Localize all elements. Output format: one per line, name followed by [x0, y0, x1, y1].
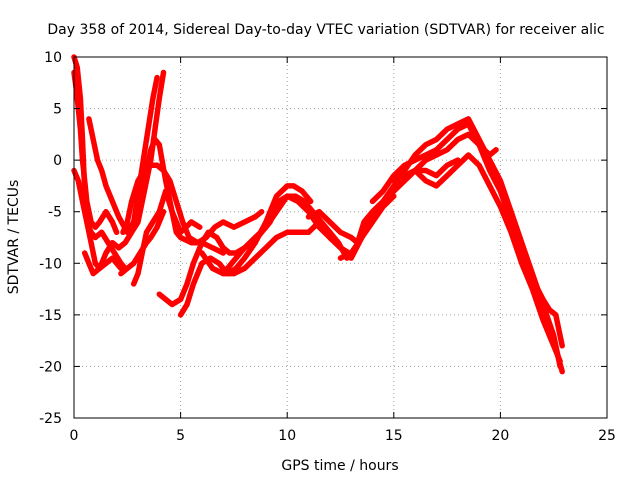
y-tick-label: -20 — [39, 359, 62, 375]
series-arc-18 — [412, 131, 499, 174]
chart-title: Day 358 of 2014, Sidereal Day-to-day VTE… — [47, 22, 604, 38]
x-tick-label: 5 — [176, 428, 185, 444]
x-tick-label: 15 — [385, 428, 403, 444]
y-axis-label: SDTVAR / TECUs — [6, 180, 22, 295]
series-arc-9 — [135, 136, 203, 236]
y-tick-label: -15 — [39, 308, 62, 324]
series-arc-19 — [529, 276, 565, 349]
y-tick-label: -25 — [39, 411, 62, 427]
data-series — [71, 54, 565, 375]
x-axis-label: GPS time / hours — [281, 458, 398, 474]
series-arc-3 — [71, 167, 124, 272]
y-tick-label: 0 — [53, 153, 62, 169]
y-tick-label: -5 — [48, 205, 62, 221]
y-tick-label: 10 — [44, 50, 62, 66]
series-arc-5 — [86, 74, 160, 236]
y-tick-label: -10 — [39, 256, 62, 272]
x-tick-label: 25 — [598, 428, 616, 444]
series-arc-17 — [391, 152, 563, 365]
x-tick-label: 10 — [278, 428, 296, 444]
y-tick-label: 5 — [53, 102, 62, 118]
series-arc-7 — [120, 162, 265, 246]
series-arc-16 — [369, 121, 565, 375]
series-arc-11 — [177, 183, 314, 318]
x-tick-label: 20 — [491, 428, 509, 444]
axis-ticks: 0 5 10 15 20 25 -25 -20 -15 -10 -5 0 5 10 — [39, 50, 616, 444]
plot-frame — [73, 56, 608, 419]
x-tick-label: 0 — [70, 428, 79, 444]
series-arc-15 — [337, 116, 563, 370]
